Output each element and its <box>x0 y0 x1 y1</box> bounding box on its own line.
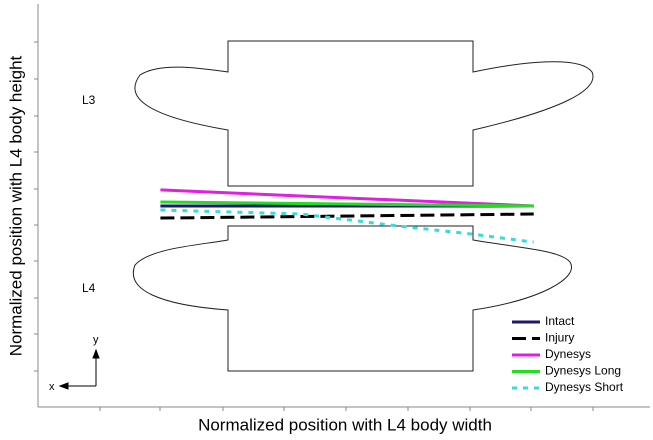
legend-label: Dynesys <box>545 347 591 361</box>
l4-body <box>133 226 571 371</box>
legend-label: Dynesys Long <box>545 364 621 378</box>
legend-label: Intact <box>545 314 575 328</box>
x-dir-label: x <box>49 381 55 393</box>
legend-label: Dynesys Short <box>545 380 624 394</box>
chart: L3 L4 y x Normalized position with L4 bo… <box>0 0 653 440</box>
y-dir-label: y <box>93 334 99 346</box>
l4-label: L4 <box>82 281 96 295</box>
x-arrow-head <box>60 383 68 389</box>
l3-body <box>135 41 593 186</box>
y-axis-label: Normalized position with L4 body height <box>6 55 25 356</box>
series-line <box>160 214 533 218</box>
page: L3 L4 y x Normalized position with L4 bo… <box>0 0 653 440</box>
x-axis-label: Normalized position with L4 body width <box>198 415 492 434</box>
legend-label: Injury <box>545 331 574 345</box>
y-arrow-head <box>93 350 99 358</box>
l3-label: L3 <box>82 93 96 107</box>
orientation-arrows <box>60 350 99 389</box>
